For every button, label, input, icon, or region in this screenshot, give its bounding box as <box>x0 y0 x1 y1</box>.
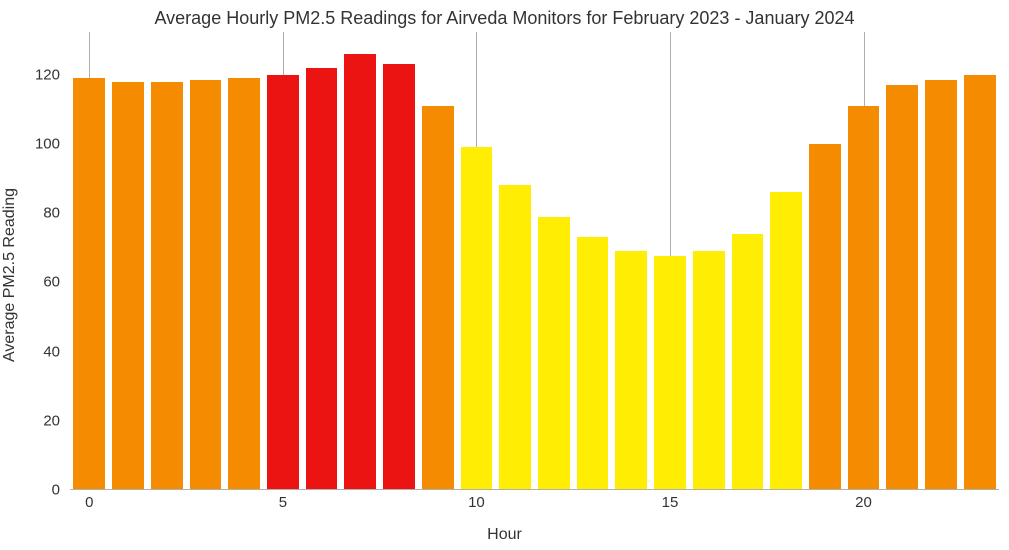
bar-hour-20 <box>848 106 880 490</box>
x-tick-0: 0 <box>85 494 93 511</box>
bar-hour-2 <box>151 82 183 490</box>
bar-hour-14 <box>615 251 647 490</box>
bar-hour-10 <box>461 147 493 490</box>
y-tick-80: 80 <box>43 205 60 222</box>
bar-hour-18 <box>770 192 802 490</box>
y-tick-40: 40 <box>43 343 60 360</box>
y-tick-20: 20 <box>43 412 60 429</box>
plot-area: 020406080100120 05101520 <box>70 40 999 490</box>
bar-hour-17 <box>732 234 764 490</box>
bar-hour-4 <box>228 78 260 490</box>
bar-hour-0 <box>73 78 105 490</box>
y-tick-0: 0 <box>52 482 60 499</box>
y-axis-label: Average PM2.5 Reading <box>1 188 19 362</box>
x-tick-5: 5 <box>279 494 287 511</box>
x-ticks: 0 5 10 15 20 <box>70 494 999 514</box>
bar-hour-13 <box>577 237 609 490</box>
bar-hour-16 <box>693 251 725 490</box>
bar-hour-22 <box>925 80 957 490</box>
bar-hour-19 <box>809 144 841 490</box>
pm25-hourly-chart: Average Hourly PM2.5 Readings for Airved… <box>0 0 1009 550</box>
bar-hour-3 <box>190 80 222 490</box>
x-tick-15: 15 <box>662 494 679 511</box>
bar-hour-23 <box>964 75 996 490</box>
y-tick-100: 100 <box>35 135 60 152</box>
bar-hour-15 <box>654 256 686 490</box>
bar-hour-5 <box>267 75 299 490</box>
bar-hour-1 <box>112 82 144 490</box>
bar-hour-21 <box>886 85 918 490</box>
bar-hour-7 <box>344 54 376 490</box>
x-axis-label: Hour <box>0 526 1009 544</box>
bars-container <box>70 40 999 490</box>
y-tick-120: 120 <box>35 66 60 83</box>
bar-hour-6 <box>306 68 338 490</box>
x-tick-20: 20 <box>855 494 872 511</box>
bar-hour-11 <box>499 185 531 490</box>
bar-hour-9 <box>422 106 454 490</box>
x-tick-10: 10 <box>468 494 485 511</box>
bar-hour-12 <box>538 217 570 490</box>
chart-title: Average Hourly PM2.5 Readings for Airved… <box>0 8 1009 29</box>
bar-hour-8 <box>383 64 415 490</box>
y-tick-60: 60 <box>43 274 60 291</box>
x-axis-line <box>70 489 999 490</box>
